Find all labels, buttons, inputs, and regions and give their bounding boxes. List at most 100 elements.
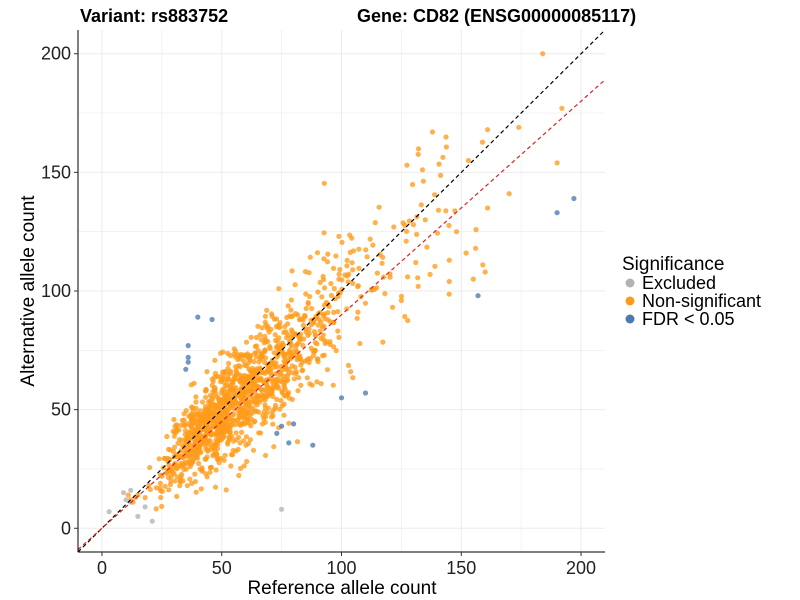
- point-non-significant: [281, 401, 287, 407]
- point-non-significant: [235, 356, 241, 362]
- point-non-significant: [164, 433, 170, 440]
- legend-label-fdr: FDR < 0.05: [642, 309, 735, 329]
- point-non-significant: [482, 269, 488, 275]
- point-non-significant: [210, 401, 216, 407]
- point-non-significant: [250, 447, 257, 453]
- point-non-significant: [261, 392, 267, 398]
- point-non-significant: [212, 442, 218, 448]
- point-non-significant: [177, 483, 183, 489]
- point-non-significant: [369, 287, 375, 293]
- point-non-significant: [250, 405, 256, 411]
- point-non-significant: [355, 309, 361, 315]
- point-non-significant: [237, 364, 243, 370]
- point-non-significant: [289, 343, 295, 349]
- point-non-significant: [213, 452, 219, 458]
- point-non-significant: [272, 402, 279, 408]
- point-non-significant: [212, 357, 218, 363]
- point-non-significant: [410, 222, 416, 228]
- point-non-significant: [324, 259, 331, 265]
- point-non-significant: [221, 429, 227, 435]
- point-non-significant: [222, 407, 229, 413]
- point-non-significant: [307, 293, 313, 300]
- point-non-significant: [415, 146, 422, 152]
- x-tick-label: 150: [446, 558, 476, 578]
- point-non-significant: [241, 463, 247, 469]
- point-non-significant: [325, 251, 331, 257]
- point-non-significant: [203, 403, 209, 409]
- point-non-significant: [158, 488, 164, 494]
- point-non-significant: [403, 228, 410, 234]
- point-fdr-significant: [571, 195, 577, 202]
- point-non-significant: [189, 405, 195, 411]
- point-non-significant: [297, 335, 303, 341]
- point-non-significant: [405, 317, 411, 324]
- point-non-significant: [244, 458, 250, 465]
- point-non-significant: [278, 378, 284, 384]
- point-non-significant: [198, 486, 204, 492]
- point-non-significant: [406, 218, 412, 224]
- point-non-significant: [443, 144, 449, 150]
- point-non-significant: [347, 232, 353, 238]
- point-non-significant: [265, 384, 271, 390]
- point-non-significant: [270, 393, 276, 400]
- x-axis-title: Reference allele count: [247, 578, 437, 599]
- point-non-significant: [225, 441, 231, 447]
- point-non-significant: [243, 339, 250, 345]
- point-non-significant: [443, 208, 449, 214]
- point-non-significant: [331, 319, 337, 326]
- point-non-significant: [257, 376, 264, 382]
- point-non-significant: [336, 233, 342, 239]
- point-non-significant: [308, 322, 314, 328]
- point-non-significant: [266, 367, 273, 374]
- point-non-significant: [203, 387, 209, 393]
- point-non-significant: [187, 463, 193, 470]
- point-excluded: [106, 509, 112, 515]
- point-non-significant: [325, 317, 331, 323]
- point-non-significant: [269, 409, 275, 415]
- point-non-significant: [175, 440, 181, 446]
- point-non-significant: [199, 399, 206, 405]
- point-non-significant: [362, 300, 369, 306]
- point-non-significant: [282, 324, 288, 330]
- point-non-significant: [288, 297, 294, 303]
- point-non-significant: [432, 263, 438, 269]
- point-non-significant: [391, 224, 397, 230]
- point-non-significant: [289, 396, 295, 402]
- point-non-significant: [262, 405, 268, 411]
- point-excluded: [123, 497, 129, 503]
- point-non-significant: [216, 438, 222, 444]
- point-non-significant: [440, 154, 446, 160]
- point-non-significant: [186, 436, 192, 442]
- point-non-significant: [304, 375, 310, 381]
- point-non-significant: [335, 328, 341, 334]
- point-non-significant: [229, 452, 235, 458]
- point-fdr-significant: [310, 442, 316, 448]
- point-non-significant: [264, 410, 270, 416]
- point-non-significant: [196, 413, 202, 419]
- point-non-significant: [243, 353, 249, 359]
- point-non-significant: [357, 340, 363, 347]
- point-non-significant: [236, 377, 242, 383]
- point-non-significant: [183, 447, 189, 453]
- point-non-significant: [146, 482, 152, 488]
- point-non-significant: [249, 381, 255, 387]
- point-non-significant: [379, 260, 385, 266]
- point-non-significant: [415, 283, 421, 289]
- point-non-significant: [202, 442, 208, 448]
- point-non-significant: [170, 465, 176, 471]
- point-non-significant: [435, 207, 442, 213]
- point-non-significant: [241, 358, 247, 364]
- point-non-significant: [248, 423, 254, 429]
- ticks: 0 50 100 150 200 0 50 100 150 200: [41, 44, 596, 578]
- point-non-significant: [294, 341, 300, 347]
- point-non-significant: [253, 343, 260, 349]
- point-non-significant: [218, 390, 225, 396]
- point-excluded: [279, 506, 285, 512]
- point-non-significant: [223, 487, 229, 493]
- point-non-significant: [262, 397, 268, 403]
- point-non-significant: [238, 386, 244, 392]
- point-non-significant: [300, 367, 306, 373]
- point-fdr-significant: [185, 354, 191, 360]
- point-non-significant: [236, 434, 242, 440]
- point-non-significant: [243, 388, 249, 395]
